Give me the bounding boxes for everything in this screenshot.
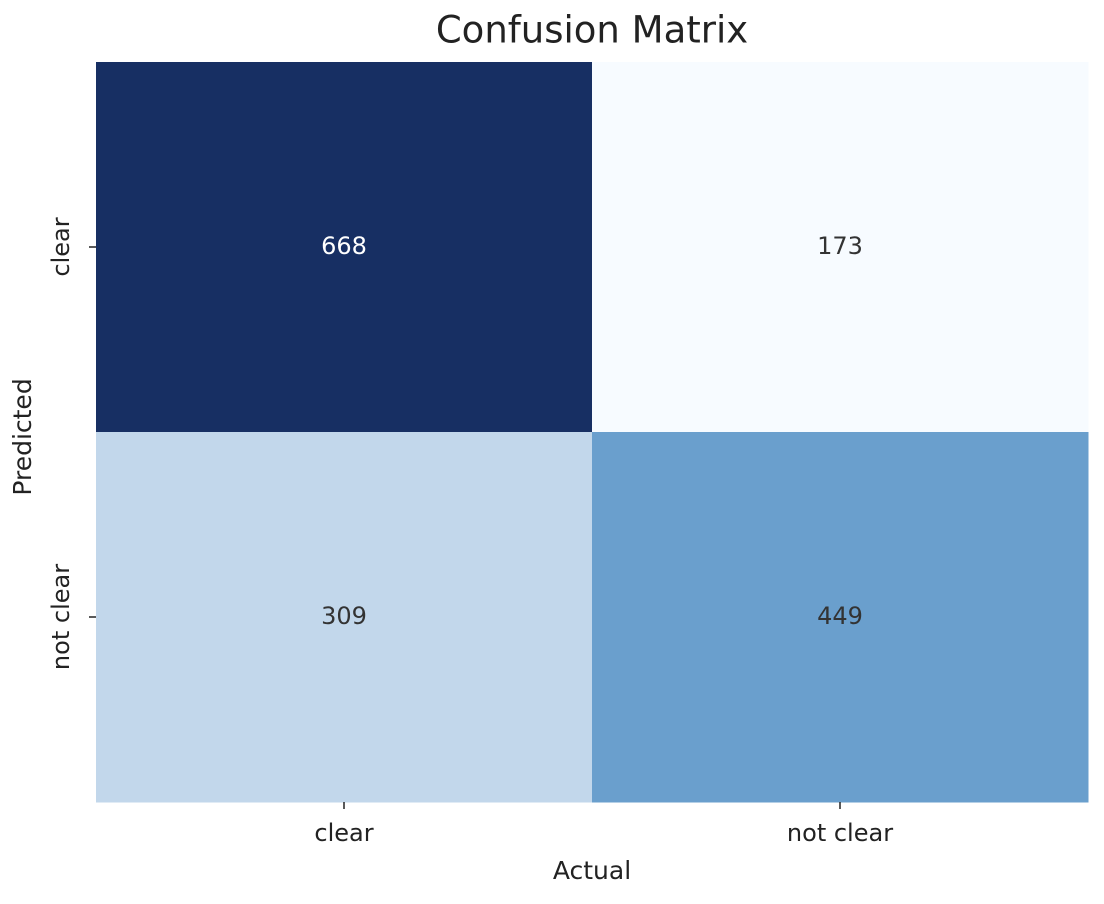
x-tick-label: not clear [787, 819, 893, 847]
cell-value-label: 309 [321, 602, 367, 630]
heatmap-cell [592, 62, 1089, 433]
heatmap-cell [96, 62, 593, 433]
cell-value-label: 668 [321, 232, 367, 260]
y-tick-label: clear [47, 217, 75, 276]
cell-value-label: 449 [817, 602, 863, 630]
heatmap-cell [592, 432, 1089, 803]
x-tick-label: clear [314, 819, 373, 847]
x-axis-label: Actual [553, 856, 631, 885]
y-tick-label: not clear [47, 564, 75, 670]
chart-title: Confusion Matrix [436, 9, 748, 52]
y-axis-label: Predicted [8, 378, 37, 495]
heatmap-cell [96, 432, 593, 803]
cell-value-label: 173 [817, 232, 863, 260]
